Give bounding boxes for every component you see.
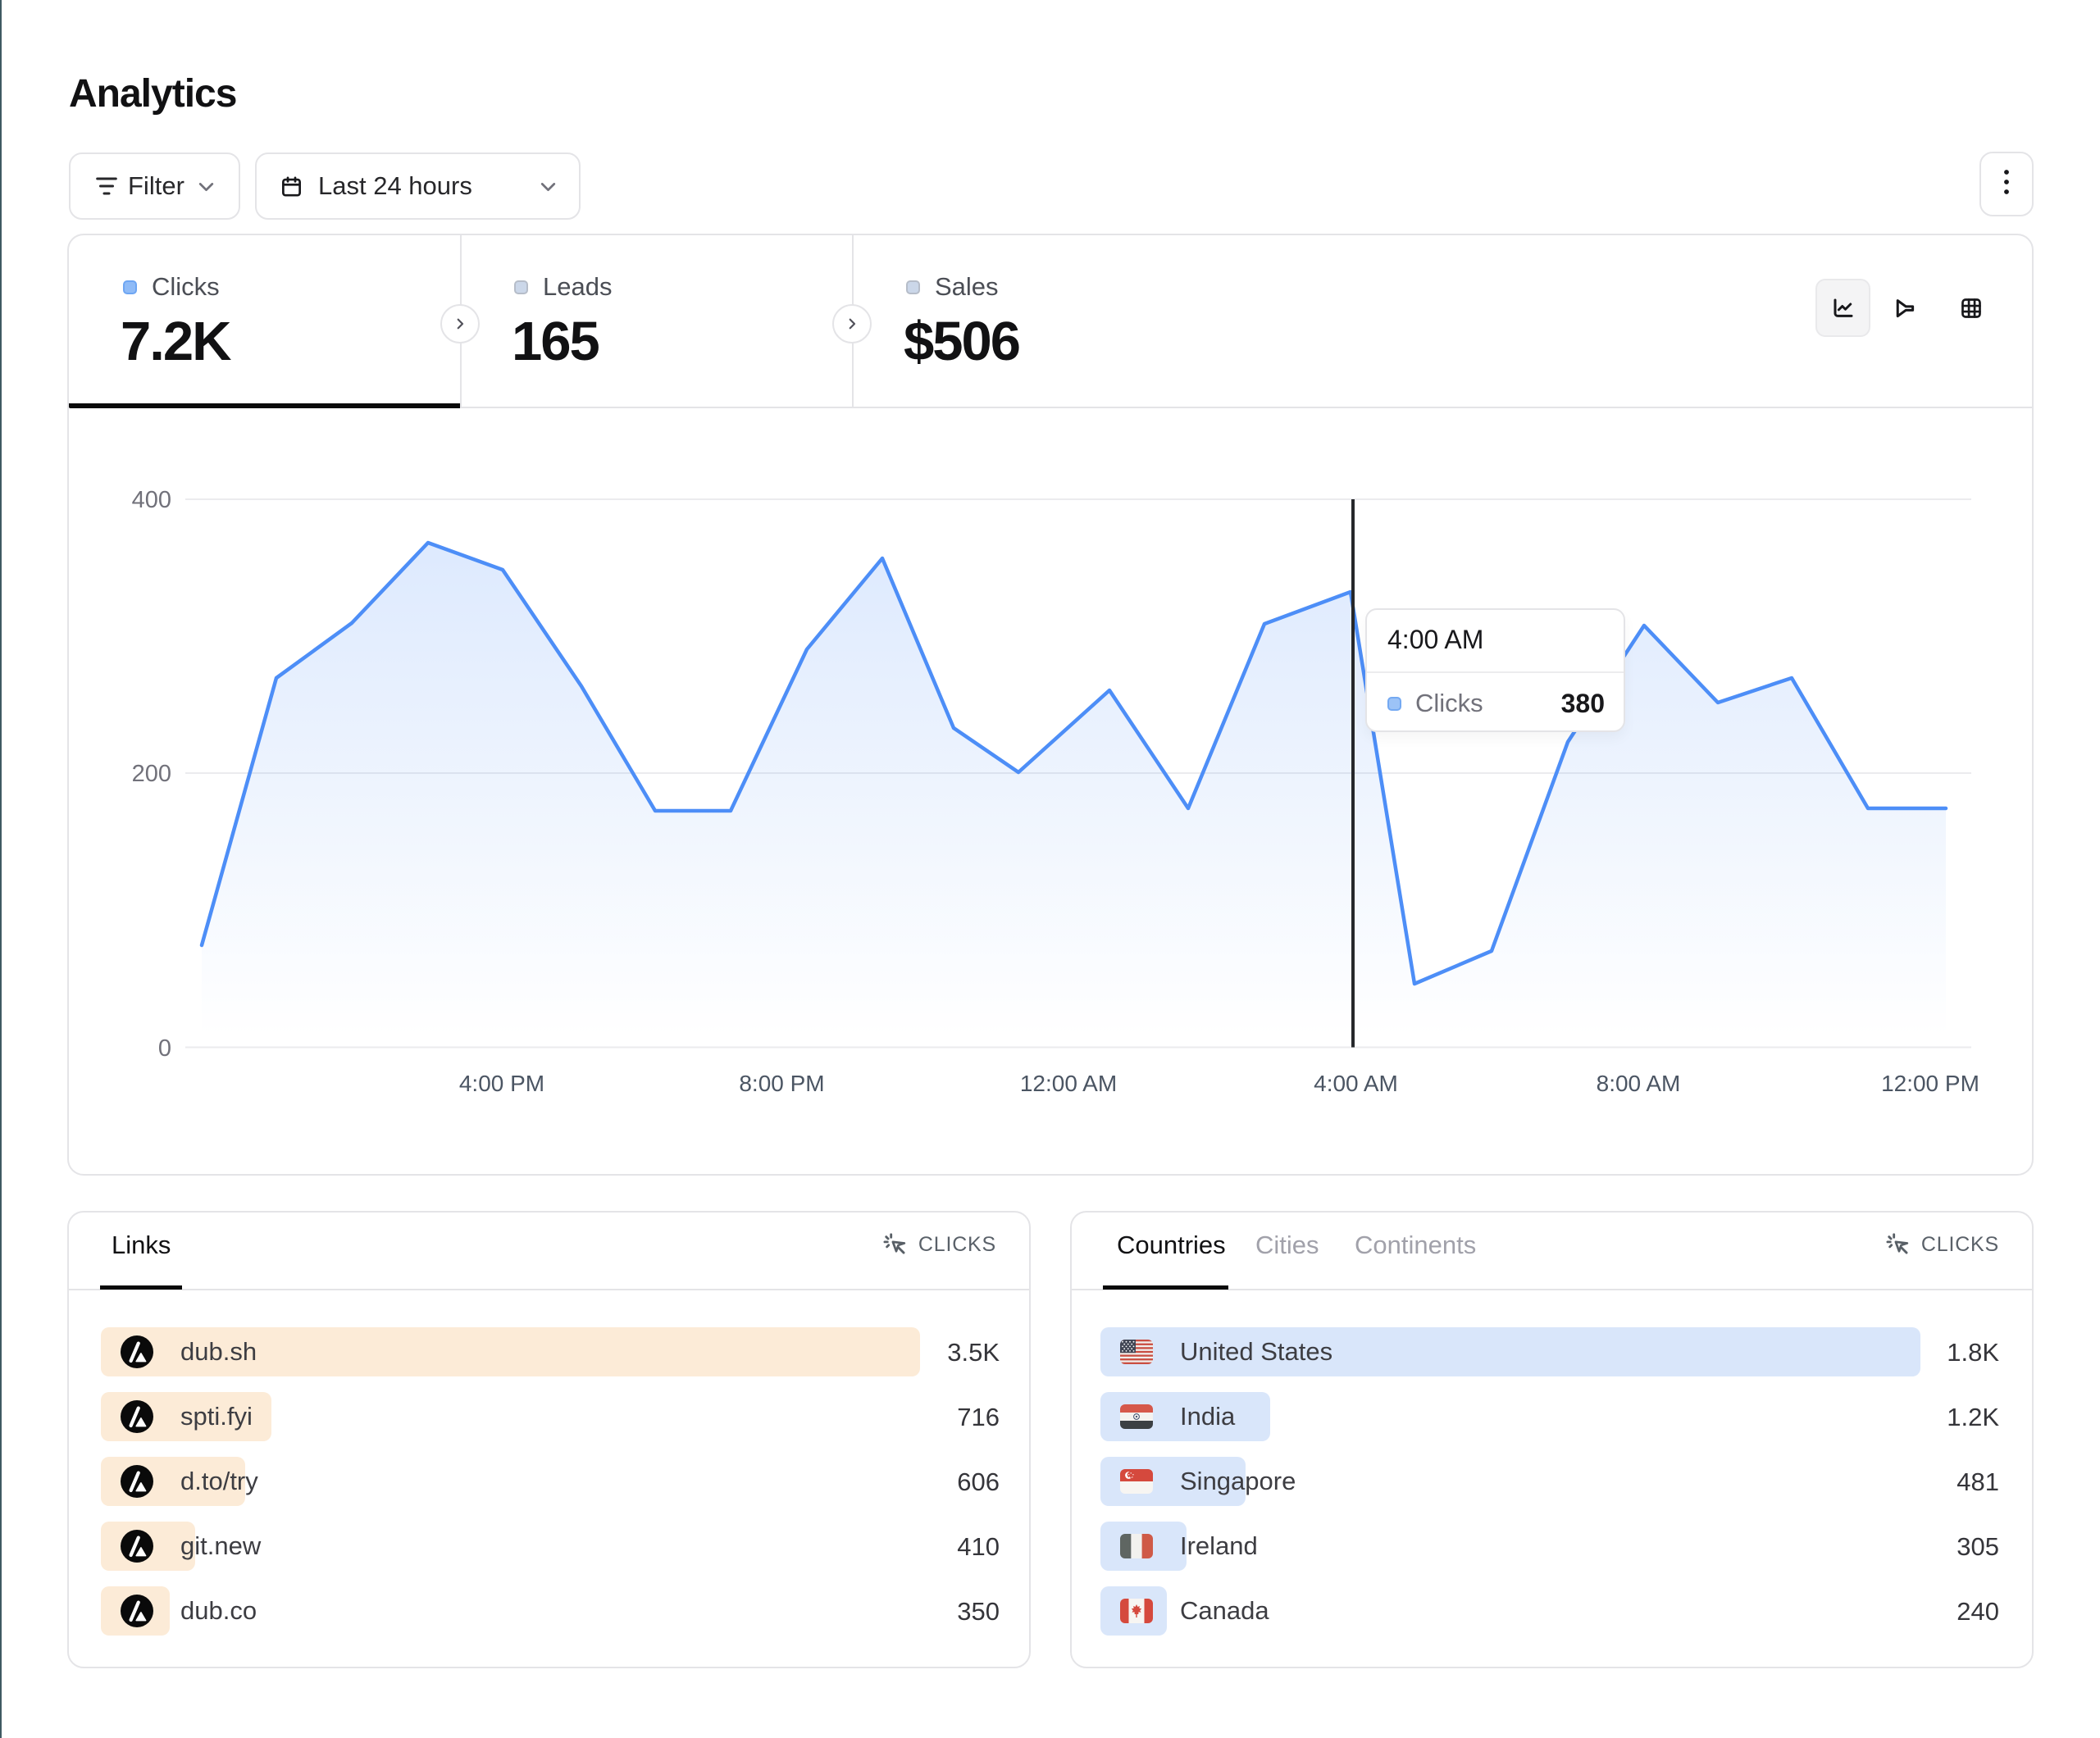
- svg-text:8:00 PM: 8:00 PM: [739, 1071, 824, 1096]
- svg-text:12:00 PM: 12:00 PM: [1881, 1071, 1979, 1096]
- svg-text:12:00 AM: 12:00 AM: [1020, 1071, 1117, 1096]
- svg-text:0: 0: [158, 1035, 171, 1062]
- svg-text:8:00 AM: 8:00 AM: [1597, 1071, 1681, 1096]
- svg-text:400: 400: [132, 487, 171, 513]
- svg-text:200: 200: [132, 761, 171, 787]
- svg-text:4:00 PM: 4:00 PM: [459, 1071, 544, 1096]
- svg-text:4:00 AM: 4:00 AM: [1314, 1071, 1398, 1096]
